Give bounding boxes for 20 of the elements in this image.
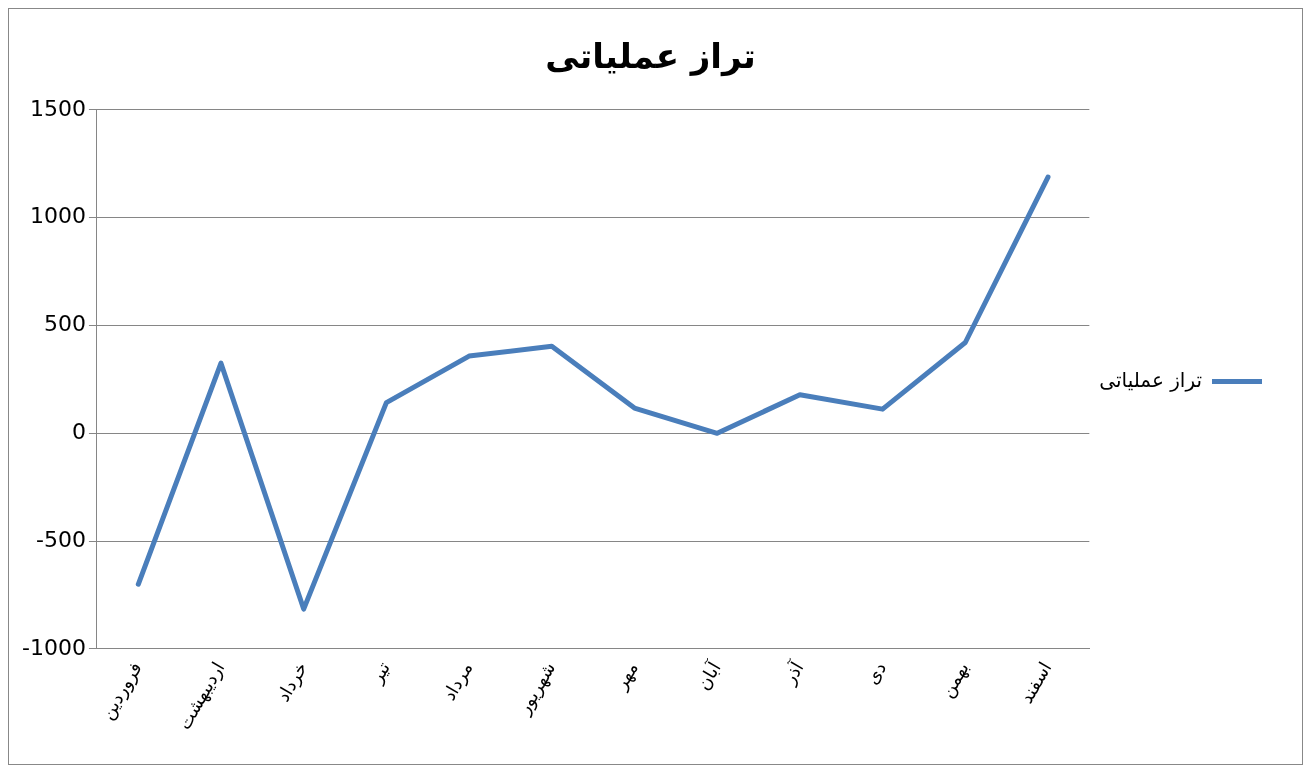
x-tick-label: مرداد xyxy=(438,658,478,705)
x-tick-label: آذر xyxy=(776,656,808,689)
y-tick-label: -1000 xyxy=(21,634,86,660)
y-tick-label: 0 xyxy=(71,419,86,445)
chart-title: تراز عملیاتی xyxy=(545,36,756,78)
x-tick-label: مهر xyxy=(609,658,643,695)
x-tick-label: آبان xyxy=(691,656,726,694)
y-tick-label: 1000 xyxy=(29,203,86,229)
x-tick-label: فروردین xyxy=(96,658,147,724)
x-tick-label: دی xyxy=(860,658,891,688)
x-tick-label: تیر xyxy=(365,658,395,688)
x-tick-label: بهمن xyxy=(935,658,974,702)
legend-label: تراز عملیاتی xyxy=(1099,367,1202,392)
x-tick-label: اردیبهشت xyxy=(173,658,230,734)
y-tick-label: -500 xyxy=(35,526,86,552)
y-tick-label: 1500 xyxy=(29,95,86,121)
y-tick-label: 500 xyxy=(43,311,86,337)
x-tick-label: اسفند xyxy=(1015,658,1056,707)
x-tick-label: شهریور xyxy=(512,658,561,719)
x-tick-label: خرداد xyxy=(271,658,313,706)
